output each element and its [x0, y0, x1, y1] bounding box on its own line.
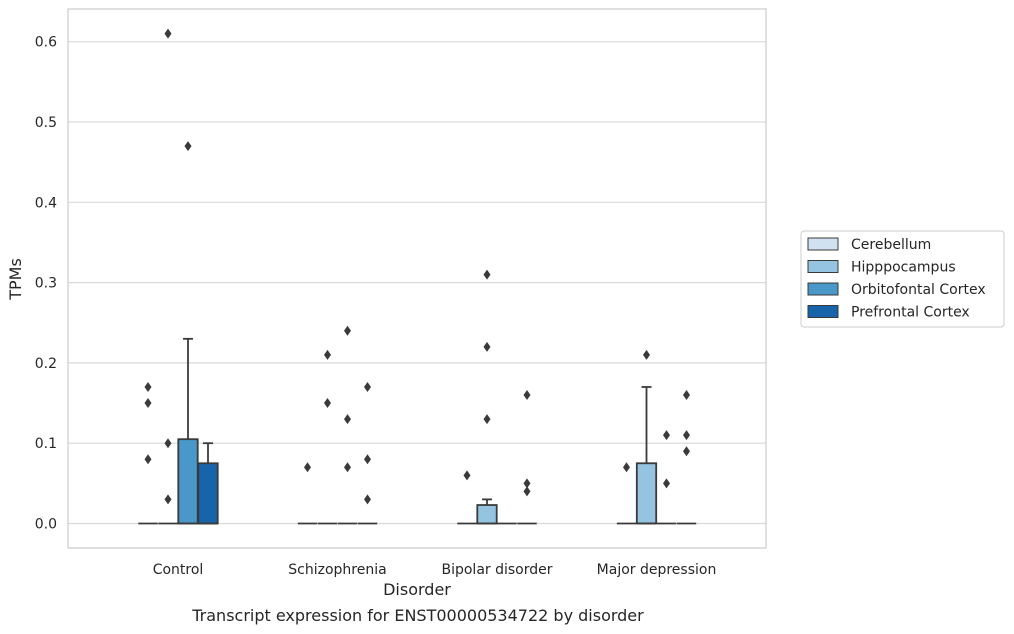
legend-swatch: [807, 237, 839, 251]
outlier-point: [663, 478, 670, 489]
legend-swatch: [807, 305, 839, 318]
outlier-point: [623, 462, 630, 473]
box-group: [177, 141, 199, 525]
outlier-point: [364, 381, 371, 392]
box-group: [138, 381, 158, 525]
legend-frame: [800, 230, 1005, 328]
outlier-point: [463, 470, 471, 481]
y-axis-label: TPMs: [6, 258, 25, 301]
box-group: [317, 349, 338, 525]
box-group: [357, 381, 378, 525]
outlier-point: [523, 390, 531, 401]
outlier-point: [643, 349, 650, 360]
outlier-point: [683, 446, 690, 457]
box-group: [297, 462, 318, 525]
box-group: [656, 430, 677, 525]
box-rect: [197, 462, 219, 525]
outlier-point: [324, 349, 331, 360]
x-tick-label: Bipolar disorder: [441, 562, 552, 578]
box-group: [158, 28, 178, 525]
y-tick-label: 0.6: [35, 35, 57, 51]
y-tick-label: 0.4: [35, 195, 57, 211]
box-rect: [177, 438, 199, 525]
box-plot-marks: [138, 28, 697, 525]
chart-caption: Transcript expression for ENST0000053472…: [192, 606, 644, 625]
outlier-point: [344, 414, 351, 425]
outlier-point: [144, 398, 152, 409]
outlier-point: [483, 269, 491, 280]
x-tick-label: Schizophrenia: [288, 562, 386, 578]
outlier-point: [164, 494, 172, 505]
legend-swatch: [807, 282, 839, 296]
gridlines: [68, 41, 766, 525]
outlier-point: [683, 430, 690, 441]
box-group: [457, 470, 477, 525]
y-tick-label: 0.5: [35, 115, 57, 131]
legend-swatch: [807, 260, 839, 273]
x-axis-label: Disorder: [383, 580, 451, 599]
box-group: [476, 269, 498, 525]
outlier-point: [164, 438, 172, 449]
x-tick-label: Control: [153, 562, 204, 578]
outlier-point: [144, 381, 152, 392]
outlier-point: [483, 341, 491, 352]
y-tick-label: 0.0: [35, 517, 57, 533]
legend-label: Orbitofontal Cortex: [851, 282, 986, 298]
box-group: [635, 349, 658, 525]
y-tick-label: 0.1: [35, 436, 57, 452]
legend-label: Cerebellum: [851, 237, 931, 253]
box-rect: [476, 504, 498, 525]
outlier-point: [324, 398, 331, 409]
box-group: [337, 325, 358, 525]
box-group: [676, 390, 697, 525]
box-group: [197, 442, 219, 525]
outlier-point: [144, 454, 152, 465]
y-tick-label: 0.3: [35, 276, 57, 292]
x-tick-label: Major depression: [597, 562, 717, 578]
y-tick-label: 0.2: [35, 356, 57, 372]
outlier-point: [184, 141, 192, 152]
outlier-point: [523, 486, 531, 497]
legend: Cerebellum Hipppocampus Orbitofontal Corte…: [800, 230, 1005, 328]
box-group: [517, 390, 537, 525]
outlier-point: [483, 414, 491, 425]
outlier-point: [523, 478, 531, 489]
outlier-point: [344, 462, 351, 473]
outlier-point: [344, 325, 351, 336]
outlier-point: [304, 462, 311, 473]
legend-label: Prefrontal Cortex: [851, 305, 970, 321]
outlier-point: [164, 28, 172, 39]
outlier-point: [364, 494, 371, 505]
outlier-point: [663, 430, 670, 441]
plot-frame: [67, 8, 767, 549]
outlier-point: [364, 454, 371, 465]
box-rect: [635, 462, 658, 525]
x-axis-ticks: Control Schizophrenia Bipolar disorder Majo…: [153, 562, 717, 578]
legend-label: Hipppocampus: [851, 260, 956, 276]
outlier-point: [683, 390, 690, 401]
box-group: [616, 462, 637, 525]
y-axis-ticks: 0.0 0.1 0.2 0.3 0.4 0.5 0.6: [35, 35, 57, 533]
